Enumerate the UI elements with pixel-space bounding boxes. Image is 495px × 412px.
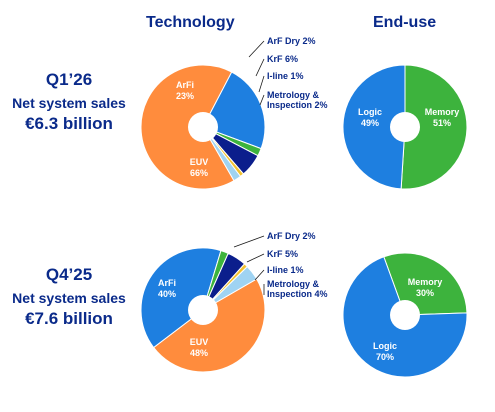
label-arf-dry-q4-25-technology: ArF Dry 2% xyxy=(267,231,316,241)
label-arfi-q1-26-technology: ArFi 23% xyxy=(176,80,194,101)
period-quarter: Q4’25 xyxy=(45,265,93,284)
donut-hole-q4-25-technology xyxy=(188,295,218,325)
donut-hole-q4-25-end-use xyxy=(390,300,420,330)
leader-arf-dry-q1-26-technology xyxy=(248,40,265,58)
period-label: Net system sales xyxy=(12,290,126,306)
leader-krf-q1-26-technology xyxy=(255,58,265,77)
leader-i-line-q1-26-technology xyxy=(258,75,265,93)
label-krf-q4-25-technology: KrF 5% xyxy=(267,249,298,259)
period-quarter: Q1’26 xyxy=(45,70,93,89)
slice-memory-q4-25-end-use xyxy=(383,252,468,316)
label-logic-q1-26-end-use: Logic 49% xyxy=(358,107,382,128)
leader-i-line-q4-25-technology xyxy=(254,269,265,281)
label-i-line-q4-25-technology: I-line 1% xyxy=(267,265,304,275)
period-q4-25: Q4’25 Net system sales €7.6 billion xyxy=(0,265,138,329)
period-amount: €6.3 billion xyxy=(25,114,113,133)
slice-arfi-q4-25-technology xyxy=(140,247,222,349)
slice-logic-q1-26-end-use xyxy=(342,64,406,190)
label-i-line-q1-26-technology: I-line 1% xyxy=(267,71,304,81)
label-euv-q1-26-technology: EUV 66% xyxy=(190,157,209,178)
donut-hole-q1-26-end-use xyxy=(390,112,420,142)
label-krf-q1-26-technology: KrF 6% xyxy=(267,54,298,64)
label-euv-q4-25-technology: EUV 48% xyxy=(190,337,209,358)
label-arf-dry-q1-26-technology: ArF Dry 2% xyxy=(267,36,316,46)
leader-krf-q4-25-technology xyxy=(246,253,265,263)
technology-header: Technology xyxy=(146,14,235,31)
end-use-header: End-use xyxy=(373,14,437,31)
label-metrology-inspection-q4-25-technology: Metrology & Inspection 4% xyxy=(267,279,328,299)
leader-arf-dry-q4-25-technology xyxy=(233,235,265,248)
leader-metrology-inspection-q1-26-technology xyxy=(259,94,265,106)
label-metrology-inspection-q1-26-technology: Metrology & Inspection 2% xyxy=(267,90,328,110)
label-logic-q4-25-end-use: Logic 70% xyxy=(373,341,397,362)
slice-metrology-inspection-q1-26-technology xyxy=(202,126,242,182)
label-memory-q1-26-end-use: Memory 51% xyxy=(425,107,460,128)
slice-euv-q4-25-technology xyxy=(152,278,266,373)
slice-arfi-q1-26-technology xyxy=(202,71,266,150)
period-label: Net system sales xyxy=(12,95,126,111)
donut-hole-q1-26-technology xyxy=(188,112,218,142)
slice-euv-q1-26-technology xyxy=(140,64,235,190)
label-memory-q4-25-end-use: Memory 30% xyxy=(408,277,443,298)
slice-memory-q1-26-end-use xyxy=(400,64,468,190)
period-amount: €7.6 billion xyxy=(25,309,113,328)
slice-metrology-inspection-q4-25-technology xyxy=(202,265,258,311)
label-arfi-q4-25-technology: ArFi 40% xyxy=(158,278,176,299)
period-q1-26: Q1’26 Net system sales €6.3 billion xyxy=(0,70,138,134)
